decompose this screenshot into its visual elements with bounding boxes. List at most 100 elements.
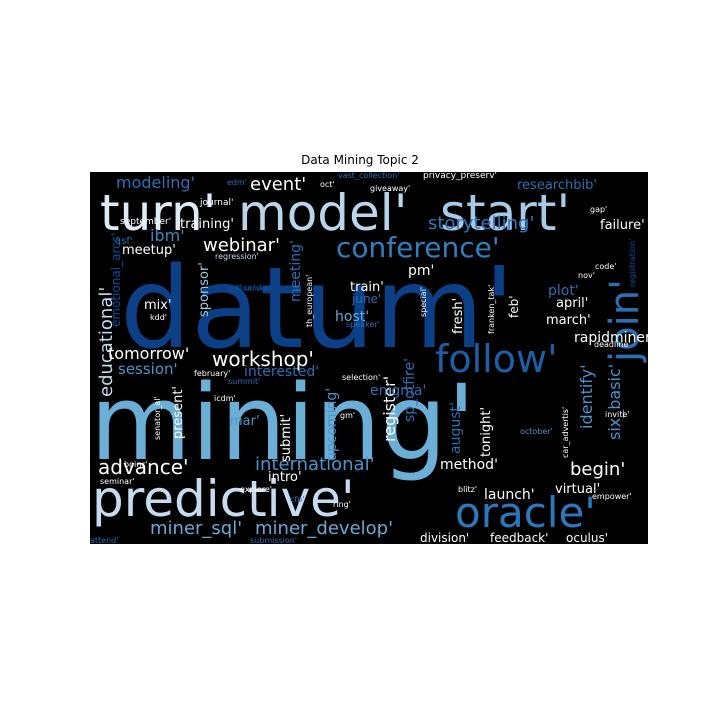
word-begin: begin' [570, 459, 625, 480]
word-kdd: kdd' [150, 313, 167, 322]
word-storytelling: storytelling' [428, 213, 534, 234]
word-session: session' [118, 360, 178, 378]
word-upcoming: upcoming' [324, 388, 340, 461]
word-journal: journal' [199, 198, 233, 208]
word-sp-otfire: sp_otfire' [402, 358, 418, 422]
word-th-european: th_european' [305, 275, 314, 327]
word-deadline: deadline' [594, 340, 631, 349]
word-attend: attend' [90, 536, 118, 544]
word-cloud-svg: datum'mining'predictive' model' start' turn… [90, 172, 648, 544]
word-mining: mining' [90, 362, 476, 484]
word-thursday: thursday' [236, 283, 274, 292]
word-submission: submission' [250, 536, 297, 544]
word-august: august' [448, 402, 464, 454]
word-selection: selection' [342, 373, 380, 382]
word-june: june' [351, 292, 381, 306]
word-miner-sql: miner_sql' [150, 518, 242, 539]
figure-title: Data Mining Topic 2 [301, 153, 419, 167]
word-datum: datum' [120, 244, 515, 374]
word-mix: mix' [144, 298, 172, 313]
word-oracle: oracle' [455, 488, 596, 537]
word-explore: explore' [240, 485, 272, 494]
word-submit: submit' [279, 414, 294, 462]
word-advance: advance' [98, 455, 189, 479]
word-edm: edm' [227, 178, 247, 187]
word-launch: launch' [484, 487, 535, 503]
word-present: present' [171, 386, 186, 439]
word-conference: conference' [336, 231, 500, 264]
word-failure: failure' [600, 218, 645, 233]
word-fresh: fresh' [451, 298, 466, 334]
word-invite: invite' [605, 410, 630, 419]
word-march: march' [546, 313, 591, 328]
word-sponsor: sponsor' [197, 262, 212, 317]
word-event: event' [250, 174, 306, 195]
word-nov: nov' [578, 271, 595, 280]
word-virtual: virtual' [555, 482, 600, 497]
word-registration: registration' [628, 239, 637, 287]
word-identify: identify' [577, 364, 596, 429]
word-workshop: workshop' [212, 347, 314, 371]
word-meeting: meeting' [288, 240, 304, 302]
word-february: february' [194, 369, 230, 378]
word-rapidminer: rapidminer' [574, 330, 648, 346]
word-speaker: speaker' [346, 320, 380, 329]
word-asf: asf' [115, 236, 133, 247]
word-october: october' [520, 427, 553, 436]
word-division: division' [420, 531, 469, 544]
word-gap: gap' [590, 205, 607, 214]
word-giveaway: giveaway' [370, 184, 410, 193]
word-emotional-arcs: emotional_arcs' [109, 233, 123, 327]
word-cfp: cfp' [290, 495, 305, 504]
word-predictive: predictive' [92, 470, 355, 528]
word-blitz: blitz' [458, 485, 477, 494]
word-six-basic: six_basic' [605, 364, 625, 440]
word-empower: empower' [592, 492, 632, 501]
word-model: model' [238, 184, 407, 242]
word-interested: interested' [244, 364, 319, 380]
word-join: join' [602, 279, 648, 363]
word-follow: follow' [435, 337, 558, 381]
word-train: train' [350, 280, 384, 295]
word-tonight: tonight' [479, 407, 494, 457]
word-oculus: oculus' [566, 531, 608, 544]
word-webinar: webinar' [203, 235, 280, 256]
word-vast-collection: vast_collection' [338, 172, 400, 180]
word-privacy-preserv: privacy_preserv' [423, 172, 497, 181]
word-enigma: enigma' [370, 383, 426, 399]
word-gm: gm' [340, 411, 355, 420]
word-modeling: modeling' [116, 173, 195, 192]
word-icdm: icdm' [214, 394, 236, 403]
word-training: training' [180, 217, 234, 232]
word-april: april' [556, 296, 588, 311]
word-summit: summit' [228, 377, 260, 386]
word-special: special' [419, 287, 428, 317]
word-boinc: boinc' [124, 460, 148, 469]
word-ibm: ibm' [150, 226, 185, 245]
word-mar: mar' [230, 414, 260, 429]
word-ring: ring' [333, 500, 351, 509]
word-senator-al: senator_al' [153, 396, 162, 440]
word-method: method' [440, 457, 498, 473]
word-miner-develop: miner_develop' [255, 518, 393, 539]
word-meetup: meetup' [122, 243, 176, 258]
word-researchbib: researchbib' [517, 178, 597, 193]
word-international: international' [255, 454, 375, 475]
word-plot: plot' [548, 283, 579, 299]
word-pm: pm' [408, 263, 434, 279]
word-intro: intro' [268, 470, 302, 485]
word-educational: educational' [96, 287, 117, 397]
word-cloud-panel: datum' mining' predictive' model' start' turn… [90, 172, 648, 544]
word-host: host' [335, 309, 369, 325]
word-code: code' [595, 262, 617, 271]
word-oct: oct' [320, 180, 335, 189]
word-register: register' [380, 376, 399, 442]
word-feb: feb' [507, 295, 521, 318]
word-start: start' [440, 184, 570, 242]
word-september: september' [120, 217, 171, 227]
word-seminar: seminar' [100, 477, 135, 486]
word-franken-tak: franken_tak' [487, 285, 496, 334]
word-feedback: feedback' [490, 531, 548, 544]
word-turn: turn' [100, 184, 216, 242]
